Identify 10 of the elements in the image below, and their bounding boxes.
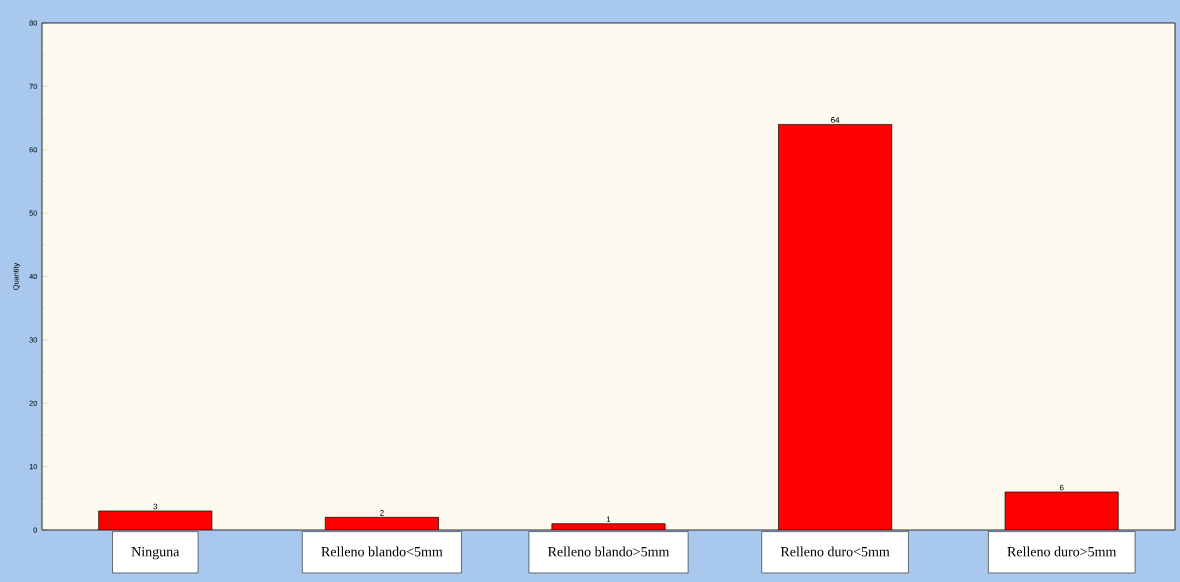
- x-tick-label: Ninguna: [131, 547, 180, 560]
- data-label: 3: [153, 503, 158, 510]
- data-label: 2: [380, 510, 384, 516]
- x-tick-label: Relleno duro>5mm: [1007, 546, 1117, 557]
- data-label: 6: [1059, 484, 1064, 491]
- x-tick-label: Relleno blando>5mm: [547, 546, 670, 557]
- x-tick-label: Relleno duro<5mm: [780, 546, 890, 557]
- data-label: 1: [606, 516, 611, 522]
- x-tick-label: Relleno blando<5mm: [321, 546, 443, 557]
- data-label: 64: [831, 117, 840, 123]
